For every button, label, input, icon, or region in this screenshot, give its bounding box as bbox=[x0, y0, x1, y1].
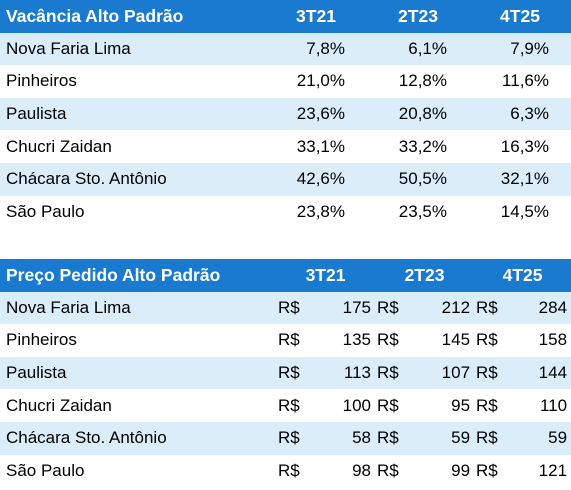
region-name: Chucri Zaidan bbox=[0, 130, 265, 163]
price-value: 284 bbox=[512, 291, 571, 325]
table-row: Chucri Zaidan R$ 100 R$ 95 R$ 110 bbox=[0, 389, 571, 422]
price-period-header: 3T21 bbox=[276, 259, 376, 292]
table-row: Nova Faria Lima 7,8% 6,1% 7,9% bbox=[0, 32, 571, 66]
vacancy-value: 11,6% bbox=[469, 65, 571, 98]
region-name: Pinheiros bbox=[0, 65, 265, 98]
region-name: Chucri Zaidan bbox=[0, 389, 276, 422]
vacancy-value: 14,5% bbox=[469, 195, 571, 229]
asking-price-table: Preço Pedido Alto Padrão 3T21 2T23 4T25 … bbox=[0, 259, 571, 488]
vacancy-value: 20,8% bbox=[367, 97, 469, 131]
price-value: 98 bbox=[314, 454, 376, 488]
price-value: 95 bbox=[413, 389, 475, 422]
currency-symbol: R$ bbox=[276, 291, 314, 325]
currency-symbol: R$ bbox=[474, 454, 513, 488]
price-period-header: 4T25 bbox=[474, 259, 571, 292]
price-value: 145 bbox=[413, 324, 475, 357]
currency-symbol: R$ bbox=[375, 324, 414, 357]
region-name: Chácara Sto. Antônio bbox=[0, 162, 265, 196]
region-name: Pinheiros bbox=[0, 324, 276, 357]
vacancy-period-header: 2T23 bbox=[367, 0, 469, 33]
vacancy-value: 33,1% bbox=[265, 130, 367, 163]
vacancy-value: 16,3% bbox=[469, 130, 571, 163]
currency-symbol: R$ bbox=[276, 454, 314, 488]
vacancy-period-header: 4T25 bbox=[469, 0, 571, 33]
currency-symbol: R$ bbox=[474, 356, 513, 390]
vacancy-value: 21,0% bbox=[265, 65, 367, 98]
currency-symbol: R$ bbox=[276, 324, 314, 357]
table-row: Pinheiros 21,0% 12,8% 11,6% bbox=[0, 65, 571, 98]
vacancy-value: 50,5% bbox=[367, 162, 469, 196]
table-row: Chucri Zaidan 33,1% 33,2% 16,3% bbox=[0, 130, 571, 163]
currency-symbol: R$ bbox=[474, 421, 513, 455]
region-name: São Paulo bbox=[0, 195, 265, 229]
vacancy-value: 32,1% bbox=[469, 162, 571, 196]
currency-symbol: R$ bbox=[276, 389, 314, 422]
price-value: 135 bbox=[314, 324, 376, 357]
region-name: Nova Faria Lima bbox=[0, 291, 276, 325]
vacancy-value: 6,3% bbox=[469, 97, 571, 131]
table-row: Paulista 23,6% 20,8% 6,3% bbox=[0, 97, 571, 131]
vacancy-value: 33,2% bbox=[367, 130, 469, 163]
price-value: 99 bbox=[413, 454, 475, 488]
currency-symbol: R$ bbox=[474, 291, 513, 325]
table-row: Pinheiros R$ 135 R$ 145 R$ 158 bbox=[0, 324, 571, 357]
vacancy-header-row: Vacância Alto Padrão 3T21 2T23 4T25 bbox=[0, 0, 571, 33]
table-row: São Paulo 23,8% 23,5% 14,5% bbox=[0, 195, 571, 229]
price-value: 212 bbox=[413, 291, 475, 325]
vacancy-title: Vacância Alto Padrão bbox=[0, 0, 265, 33]
table-row: Nova Faria Lima R$ 175 R$ 212 R$ 284 bbox=[0, 291, 571, 325]
currency-symbol: R$ bbox=[375, 356, 414, 390]
price-value: 110 bbox=[512, 389, 571, 422]
table-row: São Paulo R$ 98 R$ 99 R$ 121 bbox=[0, 454, 571, 488]
price-value: 59 bbox=[413, 421, 475, 455]
currency-symbol: R$ bbox=[474, 389, 513, 422]
region-name: São Paulo bbox=[0, 454, 276, 488]
vacancy-period-header: 3T21 bbox=[265, 0, 367, 33]
currency-symbol: R$ bbox=[276, 356, 314, 390]
vacancy-value: 23,8% bbox=[265, 195, 367, 229]
region-name: Paulista bbox=[0, 97, 265, 131]
vacancy-value: 12,8% bbox=[367, 65, 469, 98]
region-name: Chácara Sto. Antônio bbox=[0, 421, 276, 455]
table-row: Paulista R$ 113 R$ 107 R$ 144 bbox=[0, 356, 571, 390]
price-value: 100 bbox=[314, 389, 376, 422]
currency-symbol: R$ bbox=[375, 291, 414, 325]
table-row: Chácara Sto. Antônio R$ 58 R$ 59 R$ 59 bbox=[0, 421, 571, 455]
currency-symbol: R$ bbox=[375, 454, 414, 488]
currency-symbol: R$ bbox=[276, 421, 314, 455]
vacancy-value: 6,1% bbox=[367, 32, 469, 66]
price-value: 59 bbox=[512, 421, 571, 455]
price-value: 58 bbox=[314, 421, 376, 455]
price-value: 121 bbox=[512, 454, 571, 488]
currency-symbol: R$ bbox=[375, 421, 414, 455]
vacancy-table: Vacância Alto Padrão 3T21 2T23 4T25 Nova… bbox=[0, 0, 571, 229]
price-value: 113 bbox=[314, 356, 376, 390]
price-period-header: 2T23 bbox=[375, 259, 475, 292]
vacancy-value: 7,8% bbox=[265, 32, 367, 66]
vacancy-value: 42,6% bbox=[265, 162, 367, 196]
vacancy-value: 23,5% bbox=[367, 195, 469, 229]
table-row: Chácara Sto. Antônio 42,6% 50,5% 32,1% bbox=[0, 162, 571, 196]
price-value: 144 bbox=[512, 356, 571, 390]
price-value: 175 bbox=[314, 291, 376, 325]
currency-symbol: R$ bbox=[375, 389, 414, 422]
region-name: Paulista bbox=[0, 356, 276, 390]
price-value: 107 bbox=[413, 356, 475, 390]
vacancy-value: 23,6% bbox=[265, 97, 367, 131]
currency-symbol: R$ bbox=[474, 324, 513, 357]
vacancy-value: 7,9% bbox=[469, 32, 571, 66]
region-name: Nova Faria Lima bbox=[0, 32, 265, 66]
price-title: Preço Pedido Alto Padrão bbox=[0, 259, 276, 292]
price-value: 158 bbox=[512, 324, 571, 357]
price-header-row: Preço Pedido Alto Padrão 3T21 2T23 4T25 bbox=[0, 259, 571, 292]
